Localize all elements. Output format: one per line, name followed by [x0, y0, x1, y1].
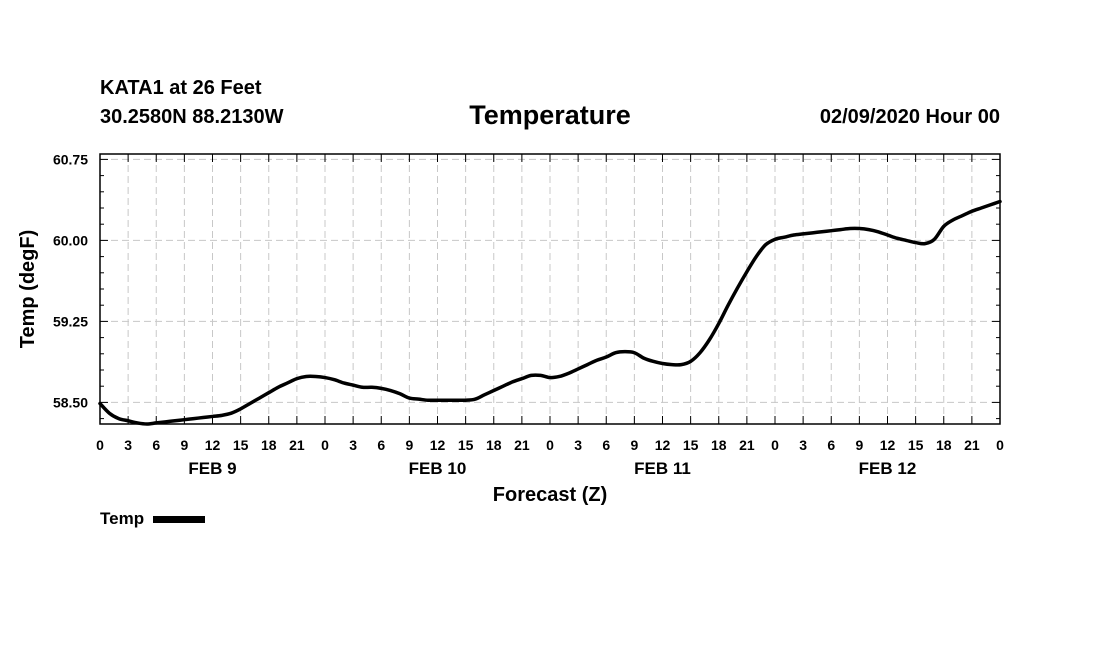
x-tick-label: 15	[458, 437, 474, 453]
plot-frame	[99, 153, 1001, 425]
x-tick-label: 6	[602, 437, 610, 453]
temp-series-line	[98, 199, 1002, 426]
x-axis-label: Forecast (Z)	[493, 484, 607, 506]
y-tick-label: 59.25	[53, 313, 88, 329]
x-tick-label: 21	[289, 437, 305, 453]
legend-swatch	[153, 515, 206, 523]
x-tick-label: 6	[152, 437, 160, 453]
x-tick-label: 18	[711, 437, 727, 453]
x-tick-label: 0	[546, 437, 554, 453]
x-tick-label: 3	[349, 437, 357, 453]
x-tick-label: 12	[430, 437, 446, 453]
x-tick-label: 15	[683, 437, 699, 453]
x-tick-label: 3	[124, 437, 132, 453]
x-tick-label: 0	[321, 437, 329, 453]
x-tick-label: 6	[827, 437, 835, 453]
x-tick-label: 18	[936, 437, 952, 453]
day-label: FEB 12	[859, 459, 917, 478]
x-tick-label: 0	[996, 437, 1004, 453]
day-label: FEB 10	[409, 459, 467, 478]
x-tick-label: 21	[964, 437, 980, 453]
station-label: KATA1 at 26 Feet	[100, 77, 262, 99]
y-tick-label: 60.00	[53, 232, 88, 248]
x-tick-label: 12	[880, 437, 896, 453]
coordinates-label: 30.2580N 88.2130W	[100, 106, 284, 128]
x-tick-label: 6	[377, 437, 385, 453]
day-label: FEB 9	[188, 459, 236, 478]
y-tick-label: 60.75	[53, 151, 88, 167]
x-tick-label: 18	[486, 437, 502, 453]
x-tick-label: 21	[739, 437, 755, 453]
forecast-datetime: 02/09/2020 Hour 00	[819, 106, 1000, 128]
x-tick-label: 12	[205, 437, 221, 453]
x-tick-label: 15	[233, 437, 249, 453]
x-tick-label: 0	[96, 437, 104, 453]
legend: Temp	[100, 509, 206, 529]
chart-title: Temperature	[469, 100, 631, 130]
x-tick-label: 12	[655, 437, 671, 453]
x-tick-label: 9	[180, 437, 188, 453]
day-label: FEB 11	[634, 459, 691, 478]
y-tick-label: 58.50	[53, 394, 88, 410]
x-tick-label: 15	[908, 437, 924, 453]
x-tick-label: 3	[574, 437, 582, 453]
x-tick-label: 9	[855, 437, 863, 453]
legend-label: Temp	[100, 509, 145, 528]
x-tick-label: 9	[630, 437, 638, 453]
y-axis-label: Temp (degF)	[17, 230, 39, 349]
x-tick-label: 0	[771, 437, 779, 453]
x-tick-label: 21	[514, 437, 530, 453]
x-tick-label: 3	[799, 437, 807, 453]
x-tick-label: 18	[261, 437, 277, 453]
x-tick-label: 9	[405, 437, 413, 453]
